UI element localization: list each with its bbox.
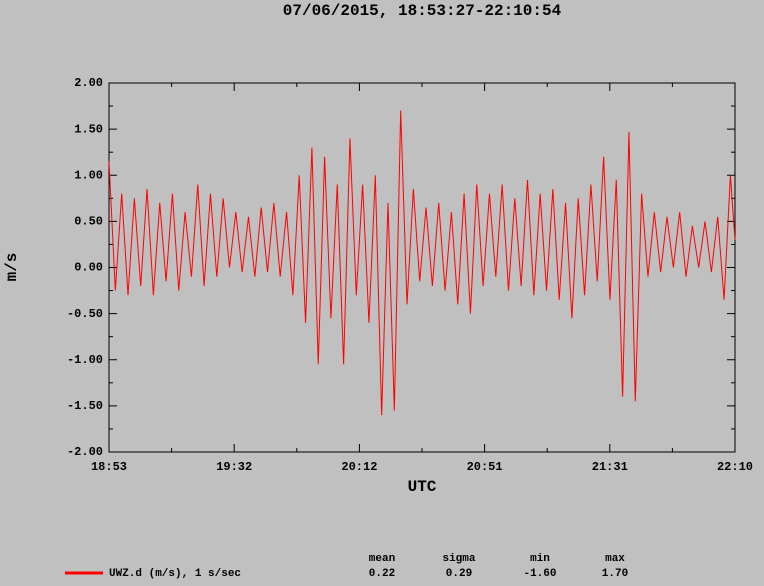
stat-header: mean [369, 553, 395, 565]
y-tick-label: -0.50 [67, 307, 103, 321]
x-tick-label: 20:51 [467, 460, 503, 474]
y-tick-label: 1.50 [74, 122, 103, 136]
y-tick-label: 2.00 [74, 76, 103, 90]
x-tick-label: 20:12 [341, 460, 377, 474]
y-tick-label: 0.50 [74, 215, 103, 229]
stat-value: 0.29 [446, 568, 472, 580]
legend-label: UWZ.d (m/s), 1 s/sec [109, 568, 241, 580]
x-tick-label: 18:53 [91, 460, 127, 474]
y-tick-label: 0.00 [74, 261, 103, 275]
y-tick-label: -2.00 [67, 445, 103, 459]
stat-header: max [605, 553, 625, 565]
stat-header: min [530, 553, 550, 565]
x-tick-label: 19:32 [216, 460, 252, 474]
y-tick-label: 1.00 [74, 168, 103, 182]
x-tick-label: 22:10 [717, 460, 753, 474]
y-axis-label: m/s [3, 253, 21, 282]
y-tick-label: -1.50 [67, 399, 103, 413]
x-tick-label: 21:31 [592, 460, 628, 474]
x-axis-label: UTC [408, 478, 437, 496]
stat-value: -1.60 [523, 568, 556, 580]
stat-value: 1.70 [602, 568, 628, 580]
y-tick-label: -1.00 [67, 353, 103, 367]
data-line [108, 110, 736, 416]
stat-header: sigma [442, 553, 475, 565]
stat-value: 0.22 [369, 568, 395, 580]
chart-title: 07/06/2015, 18:53:27-22:10:54 [283, 2, 562, 20]
